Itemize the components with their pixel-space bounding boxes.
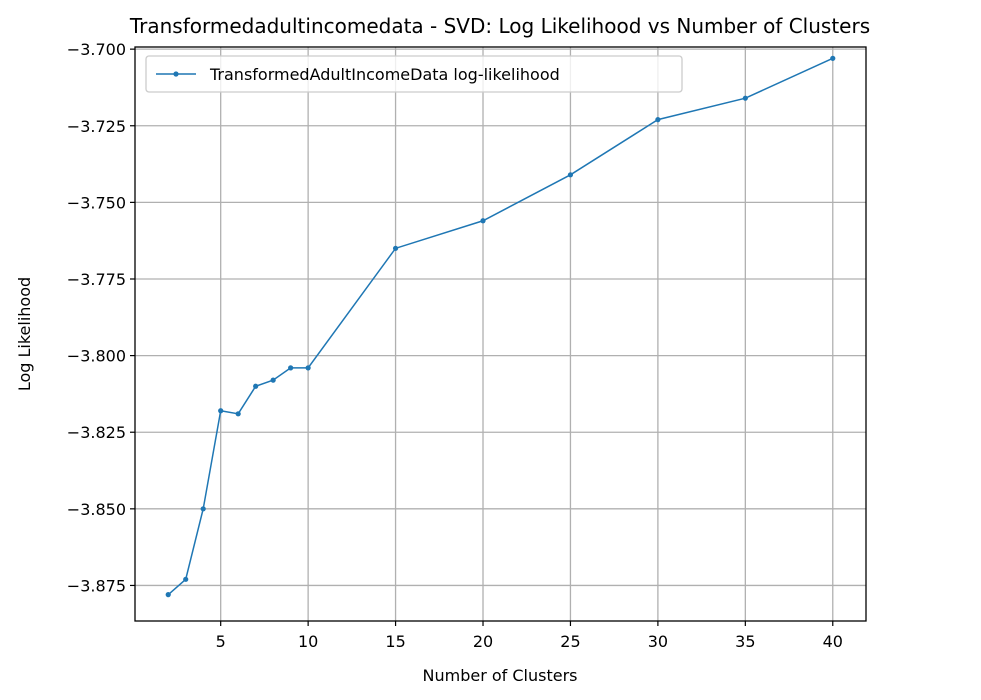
data-point <box>235 411 241 417</box>
axes: 5 10 15 20 25 30 35 40 −3.875 −3.850 −3.825 −3.800 −… <box>67 40 843 651</box>
data-point <box>218 408 224 414</box>
data-point <box>165 592 171 598</box>
data-point <box>830 55 836 61</box>
data-point <box>288 365 294 371</box>
x-tick-label: 20 <box>473 632 493 651</box>
legend-label: TransformedAdultIncomeData log-likelihoo… <box>209 65 560 84</box>
y-tick-label: −3.800 <box>67 347 126 366</box>
x-tick-label: 35 <box>735 632 755 651</box>
data-point <box>742 95 748 101</box>
y-tick-label: −3.850 <box>67 500 126 519</box>
grid <box>135 47 866 621</box>
x-tick-label: 10 <box>298 632 318 651</box>
series-layer <box>165 55 836 598</box>
x-tick-label: 15 <box>385 632 405 651</box>
y-tick-label: −3.875 <box>67 576 126 595</box>
x-tick-label: 25 <box>560 632 580 651</box>
x-tick-label: 30 <box>648 632 668 651</box>
data-point <box>253 383 259 389</box>
chart-title: Transformedadultincomedata - SVD: Log Li… <box>129 14 870 38</box>
data-point <box>655 117 661 123</box>
x-axis-label: Number of Clusters <box>423 666 578 685</box>
legend-marker <box>173 71 179 77</box>
y-tick-label: −3.775 <box>67 270 126 289</box>
data-point <box>305 365 311 371</box>
data-point <box>200 506 206 512</box>
legend-box <box>145 55 683 93</box>
data-point <box>480 218 486 224</box>
y-tick-label: −3.750 <box>67 193 126 212</box>
x-tick-label: 5 <box>216 632 226 651</box>
data-point <box>270 377 276 383</box>
x-tick-label: 40 <box>823 632 843 651</box>
y-tick-label: −3.725 <box>67 117 126 136</box>
data-point <box>567 172 574 178</box>
y-axis-label: Log Likelihood <box>15 277 34 391</box>
data-point <box>183 576 189 582</box>
data-point <box>392 245 399 251</box>
plot-frame <box>134 46 867 622</box>
y-tick-label: −3.700 <box>67 40 126 59</box>
y-tick-label: −3.825 <box>67 423 126 442</box>
legend: TransformedAdultIncomeData log-likelihoo… <box>145 55 683 93</box>
